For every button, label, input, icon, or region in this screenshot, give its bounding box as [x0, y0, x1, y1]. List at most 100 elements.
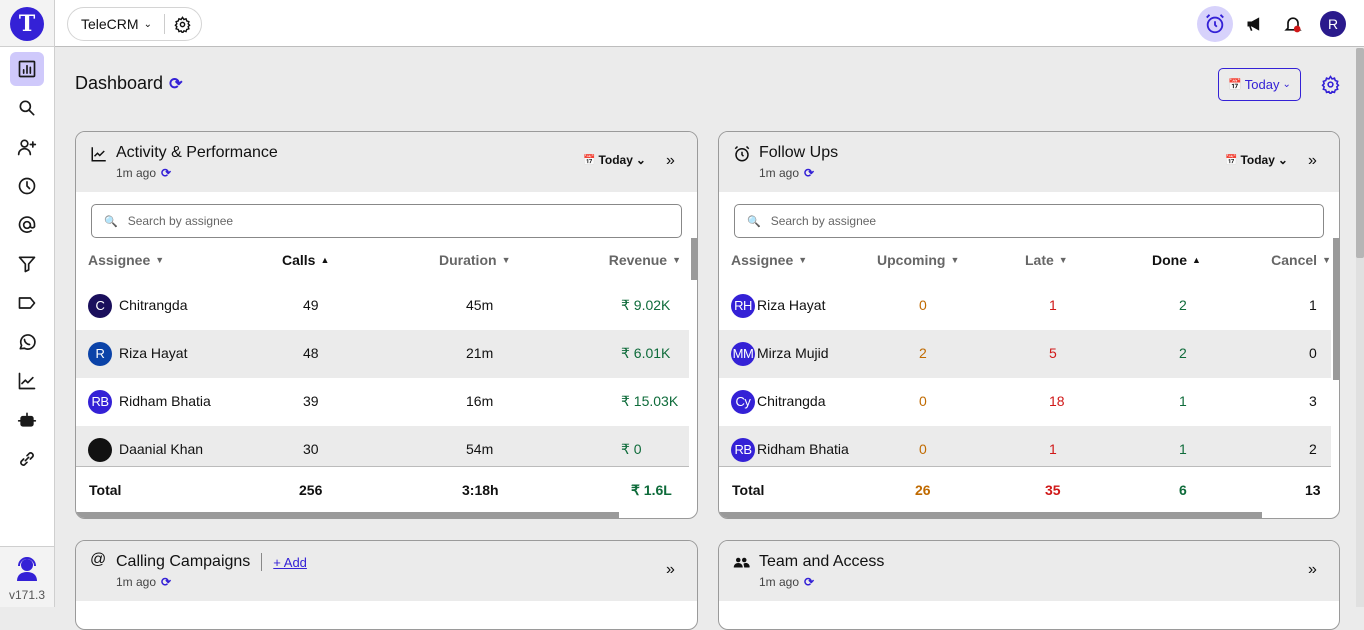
at-icon: @: [90, 551, 107, 568]
table-header: Assignee ▼ Upcoming ▼ Late ▼ Done ▲ Cancel ▼: [719, 244, 1331, 276]
sidebar-item-tag[interactable]: [10, 286, 44, 320]
assignee-search-input[interactable]: 🔍 Search by assignee: [734, 204, 1324, 238]
card-header: Follow Ups 1m ago ⟳ 📅 Today ⌄ »: [719, 132, 1339, 192]
done-cell: 2: [1179, 345, 1187, 361]
gear-icon[interactable]: [174, 15, 191, 33]
refresh-icon[interactable]: ⟳: [804, 166, 815, 180]
column-label: Assignee: [731, 252, 794, 268]
card-date-filter[interactable]: 📅 Today ⌄: [583, 153, 646, 167]
vertical-scrollbar[interactable]: [1333, 238, 1339, 380]
page-title-area: Dashboard ⟳: [75, 73, 182, 94]
total-calls: 256: [299, 482, 323, 498]
expand-icon[interactable]: »: [1308, 152, 1317, 169]
app-logo[interactable]: T: [10, 7, 44, 41]
sidebar-item-whatsapp[interactable]: [10, 325, 44, 359]
table-row[interactable]: RB Ridham Bhatia 39 16m ₹ 15.03K: [76, 378, 689, 426]
announcements-button[interactable]: [1237, 6, 1273, 42]
date-filter-button[interactable]: 📅 Today ⌄: [1218, 68, 1301, 101]
card-title: Calling Campaigns + Add: [116, 553, 307, 571]
trending-chart-icon: [91, 147, 106, 162]
sidebar-item-at[interactable]: [10, 208, 44, 242]
refresh-icon[interactable]: ⟳: [161, 166, 172, 180]
column-header-late[interactable]: Late ▼: [1025, 252, 1068, 268]
page-scrollbar-thumb[interactable]: [1356, 48, 1364, 258]
megaphone-icon: [1247, 17, 1260, 31]
column-label: Revenue: [608, 252, 668, 268]
column-header-revenue[interactable]: Revenue ▼: [609, 252, 681, 268]
avatar: C: [88, 294, 112, 318]
sort-down-icon: ▼: [1058, 255, 1068, 265]
upcoming-cell: 0: [919, 297, 927, 313]
link-icon: [20, 452, 34, 466]
table-row[interactable]: Daanial Khan 30 54m ₹ 0: [76, 426, 689, 466]
sidebar-item-trending-chart[interactable]: [10, 364, 44, 398]
sidebar-item-search[interactable]: [10, 91, 44, 125]
add-campaign-link[interactable]: + Add: [273, 554, 307, 570]
sidebar-item-filter[interactable]: [10, 247, 44, 281]
last-updated: 1m ago ⟳: [116, 166, 171, 180]
refresh-icon[interactable]: ⟳: [169, 75, 183, 93]
assignee-name: Riza Hayat: [119, 345, 188, 361]
expand-icon[interactable]: »: [666, 152, 675, 169]
avatar: [88, 438, 112, 462]
vertical-scrollbar[interactable]: [691, 238, 697, 280]
column-header-assignee[interactable]: Assignee ▼: [88, 252, 164, 268]
sidebar-item-bar-chart[interactable]: [10, 52, 44, 86]
refresh-icon[interactable]: ⟳: [161, 575, 172, 589]
column-header-done[interactable]: Done ▲: [1152, 252, 1201, 268]
assignee-name: Riza Hayat: [757, 297, 826, 313]
expand-icon[interactable]: »: [666, 561, 675, 578]
assignee-search-input[interactable]: 🔍 Search by assignee: [91, 204, 682, 238]
table-row[interactable]: Cy Chitrangda 0 18 1 3: [719, 378, 1331, 426]
table-row[interactable]: RH Riza Hayat 0 1 2 1: [719, 282, 1331, 330]
sort-down-icon: ▼: [501, 255, 511, 265]
table-row[interactable]: MM Mirza Mujid 2 5 2 0: [719, 330, 1331, 378]
sidebar-item-robot[interactable]: [10, 403, 44, 437]
sidebar-item-add-user[interactable]: [10, 130, 44, 164]
column-header-upcoming[interactable]: Upcoming ▼: [877, 252, 959, 268]
column-header-duration[interactable]: Duration ▼: [439, 252, 510, 268]
dashboard-settings-icon[interactable]: [1321, 75, 1340, 94]
horizontal-scrollbar[interactable]: [719, 512, 1262, 518]
card-date-filter[interactable]: 📅 Today ⌄: [1225, 153, 1288, 167]
total-late: 35: [1045, 482, 1061, 498]
clock-icon: [18, 177, 36, 195]
column-label: Assignee: [88, 252, 151, 268]
bar-chart-icon: [18, 60, 36, 78]
card-header: Activity & Performance 1m ago ⟳ 📅 Today ⌄ »: [76, 132, 697, 192]
last-updated: 1m ago ⟳: [116, 575, 171, 589]
sort-down-icon: ▼: [155, 255, 165, 265]
upcoming-cell: 2: [919, 345, 927, 361]
support-agent-icon[interactable]: [16, 557, 38, 581]
table-row[interactable]: RB Ridham Bhatia 0 1 1 2: [719, 426, 1331, 466]
sidebar-item-link[interactable]: [10, 442, 44, 476]
workspace-switcher[interactable]: TeleCRM ⌄: [67, 7, 202, 41]
column-header-cancel[interactable]: Cancel ▼: [1271, 252, 1331, 268]
column-header-calls[interactable]: Calls ▲: [282, 252, 329, 268]
horizontal-scrollbar[interactable]: [76, 512, 619, 518]
late-cell: 1: [1049, 297, 1057, 313]
table-row[interactable]: C Chitrangda 49 45m ₹ 9.02K: [76, 282, 689, 330]
table-row[interactable]: R Riza Hayat 48 21m ₹ 6.01K: [76, 330, 689, 378]
total-label: Total: [732, 482, 765, 498]
page-scrollbar[interactable]: [1356, 48, 1364, 607]
done-cell: 2: [1179, 297, 1187, 313]
workspace-name: TeleCRM: [81, 16, 139, 32]
late-cell: 5: [1049, 345, 1057, 361]
notifications-button[interactable]: [1275, 6, 1311, 42]
sort-down-icon: ▼: [950, 255, 960, 265]
date-filter-label: Today: [1244, 77, 1280, 92]
user-avatar[interactable]: R: [1320, 11, 1346, 37]
search-placeholder: Search by assignee: [770, 214, 877, 228]
total-upcoming: 26: [915, 482, 931, 498]
sort-down-icon: ▼: [1322, 255, 1331, 265]
assignee-name: Mirza Mujid: [757, 345, 829, 361]
refresh-icon[interactable]: ⟳: [804, 575, 815, 589]
at-icon: [18, 216, 36, 233]
column-label: Cancel: [1271, 252, 1318, 268]
reminders-button[interactable]: [1197, 6, 1233, 42]
column-header-assignee[interactable]: Assignee ▼: [731, 252, 807, 268]
sidebar-item-clock[interactable]: [10, 169, 44, 203]
expand-icon[interactable]: »: [1308, 561, 1317, 578]
calls-cell: 48: [303, 345, 319, 361]
